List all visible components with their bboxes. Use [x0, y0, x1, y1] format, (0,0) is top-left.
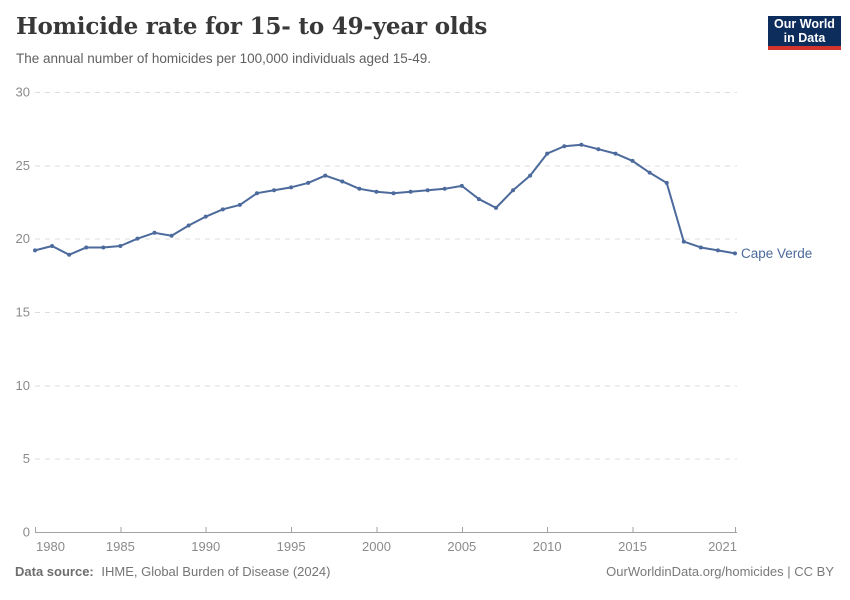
- data-point[interactable]: [613, 151, 618, 156]
- data-point[interactable]: [630, 158, 635, 163]
- data-point[interactable]: [511, 188, 516, 193]
- data-point[interactable]: [664, 180, 669, 185]
- y-axis-label: 5: [23, 451, 30, 466]
- data-point[interactable]: [340, 179, 345, 184]
- chart-title: Homicide rate for 15- to 49-year olds: [16, 13, 488, 40]
- x-axis-label: 2021: [708, 539, 737, 554]
- x-axis-label: 2015: [618, 539, 647, 554]
- y-axis-label: 15: [16, 305, 30, 320]
- data-point[interactable]: [493, 205, 498, 210]
- data-source-text: IHME, Global Burden of Disease (2024): [101, 564, 331, 579]
- x-axis-label: 2010: [533, 539, 562, 554]
- data-point[interactable]: [425, 188, 430, 193]
- data-point[interactable]: [220, 207, 225, 212]
- y-axis-label: 0: [23, 525, 30, 540]
- data-point[interactable]: [67, 252, 72, 257]
- x-axis-label: 1985: [106, 539, 135, 554]
- owid-logo[interactable]: Our World in Data: [768, 16, 841, 50]
- credit-link[interactable]: OurWorldinData.org/homicides | CC BY: [606, 564, 834, 579]
- series-line[interactable]: [34, 143, 736, 256]
- data-point[interactable]: [374, 189, 379, 194]
- data-point[interactable]: [357, 186, 362, 191]
- data-point[interactable]: [169, 233, 174, 238]
- data-point[interactable]: [237, 202, 242, 207]
- data-source: Data source: IHME, Global Burden of Dise…: [15, 564, 330, 579]
- data-point[interactable]: [101, 245, 106, 250]
- y-axis-label: 20: [16, 231, 30, 246]
- data-point[interactable]: [50, 244, 55, 248]
- data-point[interactable]: [562, 144, 567, 149]
- owid-logo-line2: in Data: [783, 31, 826, 45]
- data-point[interactable]: [596, 147, 601, 152]
- chart-subtitle: The annual number of homicides per 100,0…: [16, 51, 432, 66]
- data-point[interactable]: [733, 251, 737, 256]
- data-point[interactable]: [289, 185, 294, 190]
- data-point[interactable]: [203, 214, 208, 219]
- data-point[interactable]: [84, 245, 89, 250]
- data-point[interactable]: [681, 239, 686, 244]
- data-point[interactable]: [528, 173, 533, 178]
- data-point[interactable]: [579, 142, 584, 147]
- data-point[interactable]: [545, 151, 550, 156]
- x-axis-label: 1980: [36, 539, 65, 554]
- data-point[interactable]: [715, 248, 720, 253]
- y-axis-label: 30: [16, 85, 30, 100]
- entity-label[interactable]: Cape Verde: [741, 246, 812, 261]
- data-point[interactable]: [476, 197, 481, 202]
- data-point[interactable]: [323, 173, 328, 178]
- data-point[interactable]: [33, 248, 37, 253]
- x-axis-label: 1995: [277, 539, 306, 554]
- owid-logo-line1: Our World: [774, 17, 835, 31]
- data-point[interactable]: [118, 244, 123, 248]
- y-axis-label: 25: [16, 158, 30, 173]
- data-point[interactable]: [408, 189, 413, 194]
- data-point[interactable]: [459, 183, 464, 188]
- data-point[interactable]: [135, 236, 140, 241]
- data-point[interactable]: [442, 186, 447, 191]
- x-axis-label: 1990: [191, 539, 220, 554]
- data-point[interactable]: [698, 245, 703, 250]
- data-point[interactable]: [647, 170, 652, 175]
- x-axis-label: 2000: [362, 539, 391, 554]
- data-point[interactable]: [391, 191, 396, 196]
- y-axis-label: 10: [16, 378, 30, 393]
- data-point[interactable]: [254, 191, 259, 196]
- data-point[interactable]: [152, 230, 157, 235]
- data-point[interactable]: [306, 180, 311, 185]
- data-point[interactable]: [272, 188, 277, 193]
- data-point[interactable]: [186, 223, 191, 228]
- x-axis-label: 2005: [447, 539, 476, 554]
- data-source-label: Data source:: [15, 564, 94, 579]
